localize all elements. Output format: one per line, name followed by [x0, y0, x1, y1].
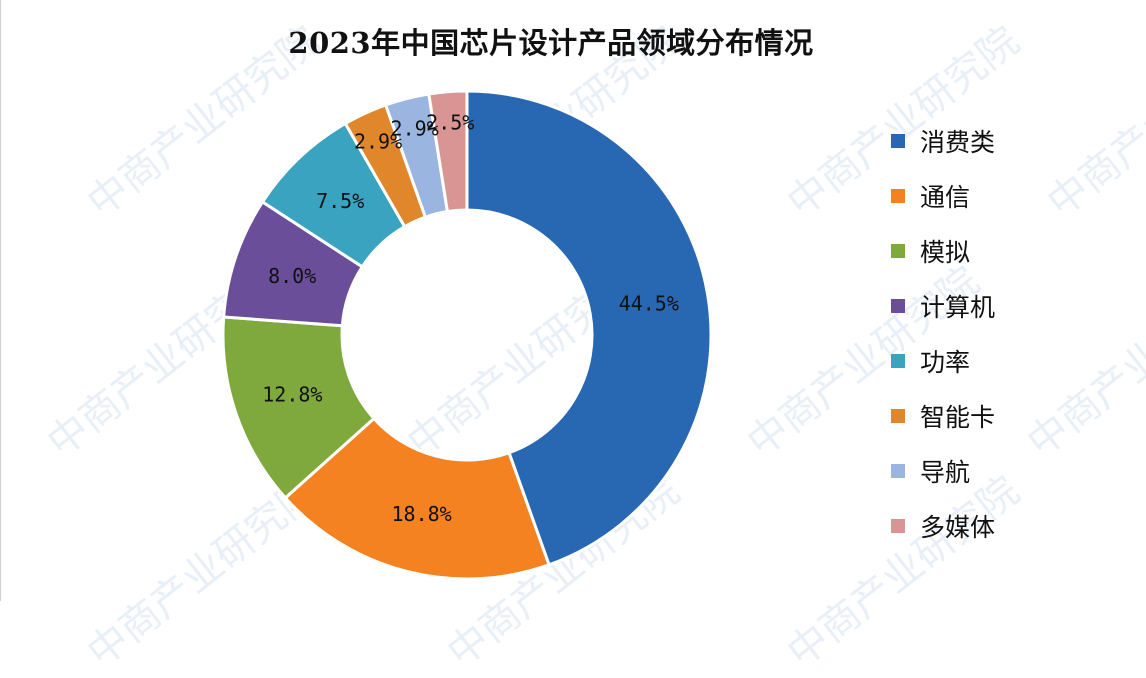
legend-swatch — [891, 518, 905, 533]
legend-item-2: 通信 — [891, 168, 1071, 223]
slice-label-6: 2.9% — [354, 129, 402, 153]
legend-item-3: 模拟 — [891, 223, 1071, 278]
legend-item-5: 功率 — [891, 333, 1071, 388]
legend-item-7: 导航 — [891, 443, 1071, 498]
legend-swatch — [891, 188, 905, 203]
legend-label: 计算机 — [920, 292, 996, 322]
legend-swatch — [891, 408, 905, 423]
legend-swatch — [891, 353, 905, 368]
legend-label: 通信 — [920, 182, 971, 212]
legend-label: 导航 — [920, 457, 971, 487]
slice-label-4: 8.0% — [268, 264, 316, 288]
donut-slice-8 — [427, 89, 469, 214]
slice-label-8: 2.5% — [426, 111, 474, 135]
donut-slice-3 — [221, 315, 377, 501]
legend-label: 模拟 — [920, 237, 971, 267]
legend-label: 智能卡 — [920, 402, 996, 432]
slice-label-2: 18.8% — [392, 502, 452, 526]
legend-label: 消费类 — [920, 127, 996, 157]
chart-legend: 消费类通信模拟计算机功率智能卡导航多媒体 — [891, 113, 1071, 553]
legend-item-4: 计算机 — [891, 278, 1071, 333]
legend-swatch — [891, 298, 905, 313]
slice-label-3: 12.8% — [262, 383, 322, 407]
slice-label-1: 44.5% — [619, 292, 679, 316]
donut-slice-1 — [465, 89, 713, 567]
donut-slice-2 — [283, 416, 551, 581]
legend-item-1: 消费类 — [891, 113, 1071, 168]
legend-swatch — [891, 463, 905, 478]
chart-title: 2023年中国芯片设计产品领域分布情况 — [288, 26, 814, 60]
slice-label-5: 7.5% — [316, 189, 364, 213]
legend-label: 功率 — [920, 347, 971, 377]
legend-item-8: 多媒体 — [891, 498, 1071, 553]
legend-swatch — [891, 133, 905, 148]
donut-labels: 44.5%18.8%12.8%8.0%7.5%2.9%2.9%2.5% — [262, 111, 679, 526]
donut-chart: 44.5%18.8%12.8%8.0%7.5%2.9%2.9%2.5% — [221, 89, 713, 581]
slice-label-7: 2.9% — [391, 117, 439, 141]
donut-slices — [221, 89, 713, 581]
legend-item-6: 智能卡 — [891, 388, 1071, 443]
legend-swatch — [891, 243, 905, 258]
legend-label: 多媒体 — [920, 512, 996, 542]
